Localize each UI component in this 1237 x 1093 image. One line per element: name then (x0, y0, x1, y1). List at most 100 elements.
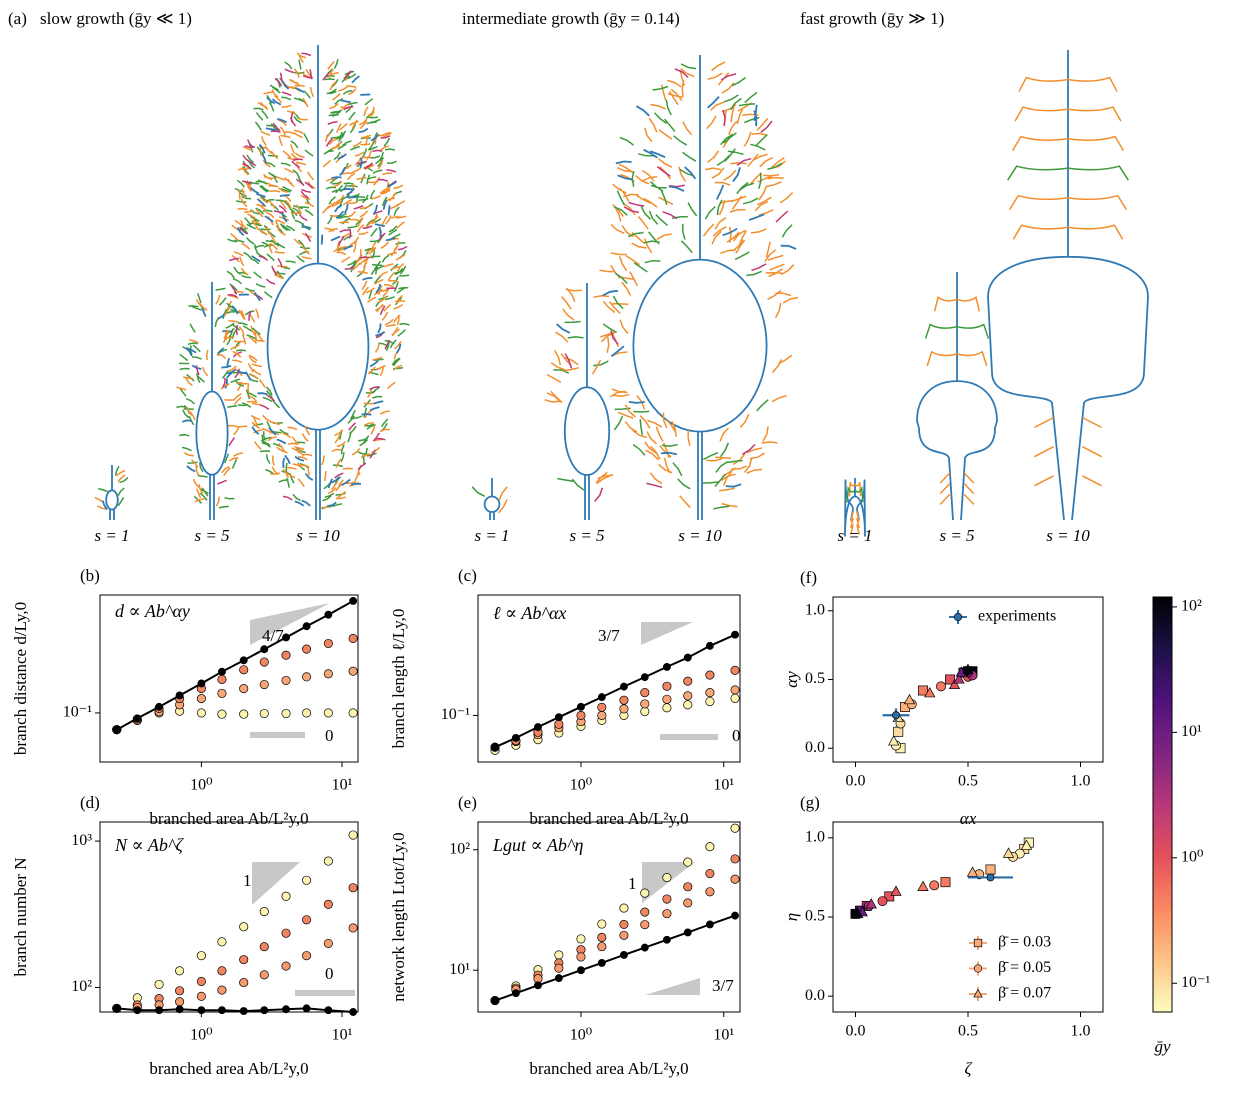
loop (632, 258, 768, 433)
branches (987, 50, 1149, 521)
marker (962, 663, 974, 674)
annotation: ℓ ∝ Ab^αx (493, 603, 566, 623)
marker (554, 950, 564, 960)
branches (94, 469, 126, 510)
marker (640, 688, 650, 698)
x-axis-label: branched area Ab/L²y,0 (529, 809, 688, 828)
marker (348, 883, 358, 893)
marker (175, 997, 185, 1007)
annotation: 0 (732, 726, 741, 745)
marker (175, 986, 185, 996)
marker (260, 1006, 269, 1015)
y-tick-label: 1.0 (805, 829, 825, 846)
marker (662, 662, 671, 671)
marker (323, 669, 333, 679)
organism (599, 55, 799, 520)
legend-item: experiments (949, 608, 1056, 625)
branches (471, 486, 486, 497)
marker (662, 681, 672, 691)
marker (511, 989, 520, 998)
marker (986, 873, 995, 882)
marker (554, 963, 564, 973)
x-tick-label: 1.0 (1071, 773, 1091, 790)
y-axis-label: αy (782, 671, 801, 688)
marker (554, 713, 563, 722)
branches (846, 485, 864, 503)
marker (597, 693, 606, 702)
marker (554, 719, 564, 729)
marker (112, 1004, 121, 1013)
marker (348, 708, 358, 718)
marker (683, 676, 693, 686)
colorbar-tick-label: 10⁰ (1181, 848, 1203, 865)
size-label: s = 1 (837, 526, 872, 545)
marker (348, 923, 358, 933)
panel-title: intermediate growth (ḡy = 0.14) (462, 9, 680, 28)
marker (217, 966, 227, 976)
marker (196, 708, 206, 718)
organism (471, 478, 508, 520)
y-tick-label: 1.0 (805, 601, 825, 618)
marker (323, 938, 333, 948)
legend-label: β̄ = 0.05 (998, 959, 1051, 976)
loop (563, 386, 611, 476)
marker (323, 708, 333, 718)
x-axis-label: branched area Ab/L²y,0 (149, 1059, 308, 1078)
marker (155, 1006, 164, 1015)
marker (577, 702, 585, 711)
marker (730, 665, 740, 675)
marker (683, 700, 693, 710)
organism (176, 282, 248, 520)
marker (619, 919, 629, 929)
organism (544, 283, 631, 520)
marker (683, 898, 693, 908)
x-tick-label: 10¹ (332, 777, 353, 794)
marker (534, 723, 542, 731)
marker (239, 665, 249, 675)
slope-triangle (252, 862, 300, 905)
y-tick-label: 10⁻¹ (63, 704, 92, 721)
marker (281, 928, 291, 938)
y-tick-label: 0.0 (805, 987, 825, 1004)
marker (217, 667, 226, 676)
marker (175, 966, 185, 976)
legend-item: β̄ = 0.05 (969, 959, 1051, 976)
marker (640, 706, 650, 717)
panel-title: fast growth (ḡy ≫ 1) (800, 9, 944, 28)
branches (228, 52, 407, 509)
branches (556, 283, 625, 520)
marker (683, 691, 693, 701)
annotation: 1 (243, 871, 252, 890)
marker (281, 708, 291, 719)
y-tick-label: 10² (449, 840, 470, 857)
branches (227, 52, 408, 501)
marker (619, 695, 629, 705)
marker (217, 985, 227, 995)
marker (281, 650, 291, 660)
marker (903, 693, 916, 705)
x-tick-label: 10⁰ (570, 777, 592, 794)
annotation: 0 (325, 726, 334, 745)
marker (619, 903, 629, 913)
marker (197, 679, 206, 688)
marker (239, 922, 249, 932)
colorbar-tick-label: 10¹ (1181, 723, 1202, 740)
axes-frame (99, 821, 359, 1013)
marker (349, 1008, 358, 1016)
marker (302, 672, 312, 682)
branches (926, 295, 988, 505)
marker (349, 597, 358, 605)
slope-guides (250, 603, 718, 996)
y-tick-label: 10¹ (449, 961, 470, 978)
loop (105, 489, 119, 511)
colorbar-tick-label: 10⁻¹ (1181, 974, 1210, 991)
branches (924, 323, 990, 339)
marker (597, 702, 607, 712)
branches (489, 478, 495, 520)
size-label: s = 5 (939, 526, 974, 545)
marker (302, 951, 312, 961)
x-tick-label: 10⁰ (190, 777, 212, 794)
marker (662, 872, 672, 883)
marker (217, 674, 227, 684)
